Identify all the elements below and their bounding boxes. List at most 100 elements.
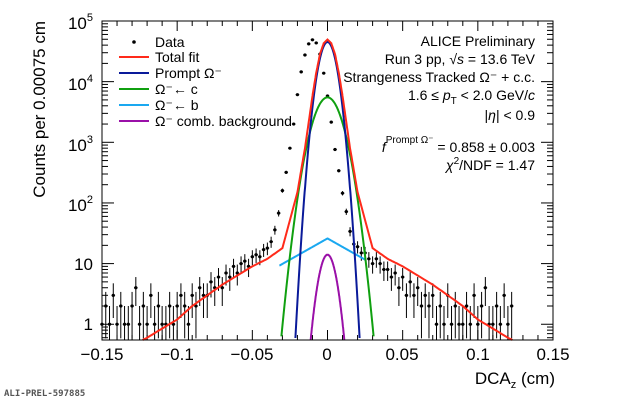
data-point [382,267,386,272]
data-point [468,322,472,326]
data-point [310,38,315,42]
data-point [280,188,284,193]
data-point [168,304,172,308]
data-point [254,253,258,257]
data-point [495,304,499,308]
data-point [307,42,311,46]
data-point [427,304,431,308]
data-point [115,322,119,326]
data-point [198,286,202,290]
data-point [449,322,454,326]
data-point [348,229,352,233]
data-point [442,322,446,326]
y-tick-label: 104 [68,73,93,94]
data-point [408,280,412,284]
data-point [397,286,401,290]
data-point [277,211,281,215]
data-point [224,271,228,275]
y-tick-labels: 1 10 102 103 104 105 [68,12,93,334]
data-point [393,271,397,275]
data-point [145,322,149,326]
data-point [284,170,288,174]
data-point [122,322,127,326]
x-tick-label: 0 [322,345,331,364]
data-point [258,255,262,259]
data-point [126,322,130,326]
data-point [299,70,303,74]
data-point [453,304,457,308]
data-point [269,240,273,244]
y-tick-label: 102 [68,194,93,215]
data-point [322,71,326,75]
data-point [292,122,296,126]
data-point [491,322,495,326]
data-point [243,259,247,263]
data-point [344,210,348,214]
data-point [510,304,514,308]
annotations: ALICE Preliminary Run 3 pp, √s = 13.6 Te… [343,33,535,173]
y-axis-title: Counts per 0.00075 cm [30,21,49,198]
data-point [130,304,134,308]
data-point [183,304,187,308]
data-point [461,322,465,326]
data-point [111,293,115,297]
curve-from-c [280,96,375,337]
data-point [371,262,375,266]
data-point [355,245,360,249]
curve-prompt [294,40,361,339]
data-point [464,304,469,308]
legend-label: Data [155,34,185,50]
x-tick-label: 0.15 [536,345,569,364]
data-point [137,322,142,326]
data-point [404,293,409,297]
y-tick-label: 103 [68,134,93,155]
curve-from-b [279,237,366,267]
data-point [262,248,266,252]
pt-range: 1.6 ≤ pT < 2.0 GeV/c [408,87,535,107]
data-point [483,286,487,290]
data-point [337,169,341,173]
data-point [295,93,300,97]
data-point [194,304,198,308]
legend-label: Ω⁻← b [155,97,199,113]
x-tick-label: −0.15 [80,345,123,364]
watermark: ALI-PREL-597885 [4,389,86,399]
legend-marker-data [132,40,136,44]
data-point [171,322,176,326]
data-point [340,191,345,195]
data-point [359,251,363,255]
data-point [104,304,108,308]
data-point [401,275,405,279]
data-point [476,322,480,326]
data-point [502,293,506,297]
data-point [472,293,476,297]
data-point [273,228,277,232]
y-tick-label: 10 [74,255,93,274]
data-point [153,322,157,326]
legend-label: Total fit [155,49,199,65]
chi2-ndf: χ2/NDF = 1.47 [444,156,535,173]
data-point [389,275,393,279]
data-point [250,255,254,259]
data-point [419,304,424,308]
fit-curves [142,38,513,341]
data-point [438,304,442,308]
data-point [141,304,145,308]
x-tick-label: −0.05 [230,345,273,364]
data-point [175,304,179,308]
data-point [386,267,390,272]
data-point [239,262,243,266]
legend-label: Prompt Ω⁻ [155,65,222,81]
data-point [160,322,164,326]
alice-preliminary: ALICE Preliminary [421,33,535,49]
legend: Data Total fit Prompt Ω⁻ Ω⁻← c Ω⁻← b Ω⁻ … [119,34,292,129]
collision-info: Run 3 pp, √s = 13.6 TeV [385,51,536,67]
data-point [378,262,382,266]
data-point [209,280,213,284]
data-point [134,286,138,290]
data-point [457,322,461,326]
data-point [220,286,224,290]
data-point [374,257,378,261]
x-tick-labels: −0.15 −0.1 −0.05 0 0.05 0.1 0.15 [80,345,569,364]
